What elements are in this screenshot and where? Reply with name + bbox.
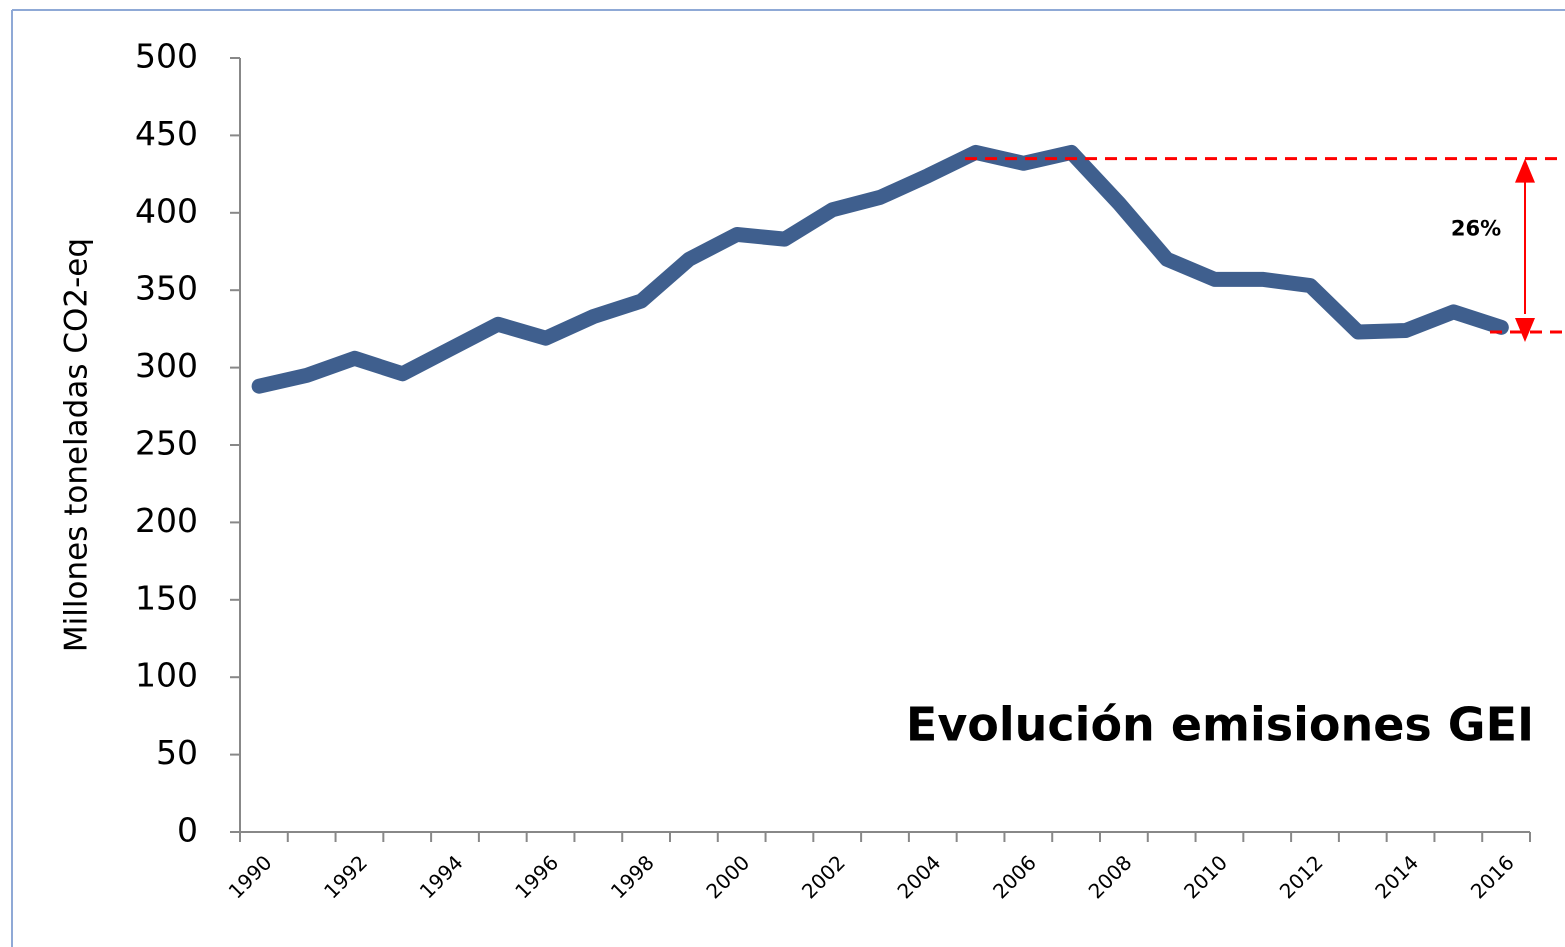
data-line bbox=[251, 144, 1509, 394]
x-tick-label: 2010 bbox=[1179, 850, 1232, 903]
x-tick-label: 2014 bbox=[1370, 850, 1423, 903]
x-tick-label: 2004 bbox=[892, 850, 945, 903]
x-tick-label: 1990 bbox=[224, 850, 277, 903]
x-tick-label: 1994 bbox=[415, 850, 468, 903]
x-tick-label: 1992 bbox=[319, 850, 372, 903]
y-tick-label: 400 bbox=[135, 191, 198, 230]
arrow-head bbox=[1515, 317, 1535, 342]
chart-title: Evolución emisiones GEI bbox=[906, 698, 1534, 752]
x-tick-label: 2008 bbox=[1084, 850, 1137, 903]
arrow-head bbox=[1515, 158, 1535, 183]
y-tick-label: 0 bbox=[177, 811, 198, 850]
y-tick-label: 350 bbox=[135, 269, 198, 308]
y-axis-label: Millones toneladas CO2-eq bbox=[59, 238, 95, 652]
x-tick-label: 2002 bbox=[797, 850, 850, 903]
y-tick-label: 150 bbox=[135, 578, 198, 617]
y-tick-label: 200 bbox=[135, 501, 198, 540]
x-tick-label: 2006 bbox=[988, 850, 1041, 903]
x-tick-label: 1996 bbox=[510, 850, 563, 903]
x-tick-label: 1998 bbox=[606, 850, 659, 903]
x-tick-label: 2016 bbox=[1466, 850, 1519, 903]
y-tick-label: 50 bbox=[156, 733, 198, 772]
y-tick-label: 300 bbox=[135, 346, 198, 385]
y-tick-label: 250 bbox=[135, 424, 198, 463]
x-tick-label: 2012 bbox=[1275, 850, 1328, 903]
annotation-label: 26% bbox=[1451, 216, 1501, 240]
y-tick-label: 500 bbox=[135, 37, 198, 76]
y-tick-label: 100 bbox=[135, 656, 198, 695]
y-tick-label: 450 bbox=[135, 114, 198, 153]
x-tick-label: 2000 bbox=[701, 850, 754, 903]
